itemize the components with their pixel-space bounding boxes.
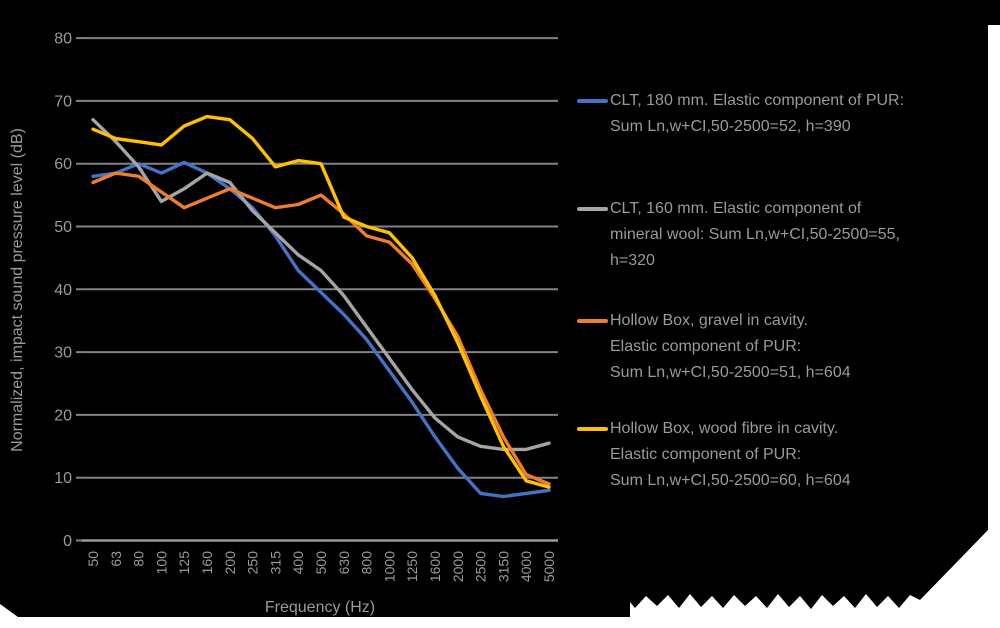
legend-line: CLT, 180 mm. Elastic component of PUR: — [610, 92, 905, 109]
x-tick-label: 63 — [108, 551, 124, 567]
x-tick-label: 800 — [359, 551, 375, 575]
legend-line: Sum Ln,w+CI,50-2500=52, h=390 — [610, 118, 851, 135]
y-tick-label: 80 — [54, 31, 72, 48]
series-line-3 — [91, 114, 551, 489]
series-line-swatch-yellow — [577, 427, 608, 431]
series-line-2 — [91, 171, 551, 486]
x-tick-label: 50 — [85, 551, 101, 567]
x-axis-title: Frequency (Hz) — [265, 599, 375, 616]
x-tick-label: 1000 — [381, 551, 397, 582]
legend-entry-label: CLT, 180 mm. Elastic component of PUR: S… — [610, 88, 997, 140]
y-tick-label: 20 — [54, 407, 72, 424]
legend-line: Hollow Box, gravel in cavity. — [610, 312, 808, 329]
x-tick-label: 315 — [267, 551, 283, 575]
x-tick-label: 2500 — [473, 551, 489, 582]
y-tick-label: 40 — [54, 282, 72, 299]
legend-entry-label: Hollow Box, wood fibre in cavity. Elasti… — [610, 416, 997, 494]
legend-line: Elastic component of PUR: — [610, 446, 802, 463]
x-tick-label: 1250 — [404, 551, 420, 582]
x-tick-label: 125 — [176, 551, 192, 575]
x-tick-label: 5000 — [541, 551, 557, 582]
legend-line: Hollow Box, wood fibre in cavity. — [610, 420, 839, 437]
y-tick-label: 60 — [54, 156, 72, 173]
x-tick-label: 400 — [290, 551, 306, 575]
legend-entry-clt-160: CLT, 160 mm. Elastic component of minera… — [577, 196, 997, 274]
x-tick-label: 80 — [131, 551, 147, 567]
legend-line: CLT, 160 mm. Elastic component of — [610, 200, 862, 217]
x-tick-label: 1600 — [427, 551, 443, 582]
series-line-0 — [91, 160, 551, 499]
x-tick-label: 100 — [153, 551, 169, 575]
x-tick-label: 630 — [336, 551, 352, 575]
legend-line: mineral wool: Sum Ln,w+CI,50-2500=55, — [610, 226, 900, 243]
legend-line: Sum Ln,w+CI,50-2500=60, h=604 — [610, 472, 851, 489]
series-line-swatch-gray — [577, 207, 608, 211]
legend-entry-hollow-box-wood-fibre: Hollow Box, wood fibre in cavity. Elasti… — [577, 416, 997, 494]
legend-entry-clt-180: CLT, 180 mm. Elastic component of PUR: S… — [577, 88, 997, 140]
y-tick-label: 50 — [54, 219, 72, 236]
legend-line: Elastic component of PUR: — [610, 338, 802, 355]
x-tick-label: 3150 — [495, 551, 511, 582]
x-tick-label: 4000 — [518, 551, 534, 582]
legend-line: h=320 — [610, 252, 655, 269]
x-tick-label: 2000 — [450, 551, 466, 582]
legend-entry-label: CLT, 160 mm. Elastic component of minera… — [610, 196, 997, 274]
x-tick-label: 500 — [313, 551, 329, 575]
legend-entry-hollow-box-gravel: Hollow Box, gravel in cavity. Elastic co… — [577, 308, 997, 386]
x-tick-label: 250 — [245, 551, 261, 575]
y-tick-label: 30 — [54, 345, 72, 362]
y-tick-label: 10 — [54, 470, 72, 487]
x-tick-label: 200 — [222, 551, 238, 575]
y-axis-title: Normalized, impact sound pressure level … — [9, 128, 26, 452]
series-line-swatch-orange — [577, 319, 608, 323]
legend-line: Sum Ln,w+CI,50-2500=51, h=604 — [610, 364, 851, 381]
y-tick-label: 70 — [54, 93, 72, 110]
x-tick-label: 160 — [199, 551, 215, 575]
legend-entry-label: Hollow Box, gravel in cavity. Elastic co… — [610, 308, 997, 386]
series-line-swatch-blue — [577, 99, 608, 103]
y-tick-label: 0 — [63, 533, 72, 550]
